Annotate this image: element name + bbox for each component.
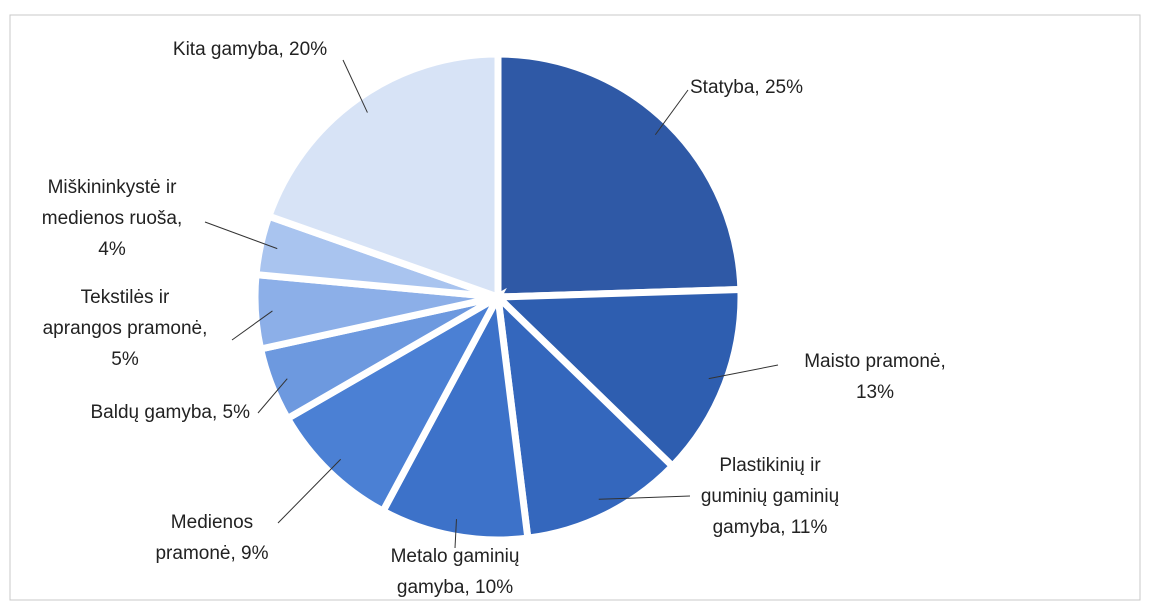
data-label: Miškininkystė ir: [48, 177, 177, 198]
data-label: Baldų gamyba, 5%: [91, 402, 251, 423]
data-label: Maisto pramonė,: [804, 351, 946, 372]
leader-line: [257, 378, 288, 414]
leader-line: [454, 519, 457, 549]
data-label: 5%: [111, 349, 139, 370]
data-label: Medienos: [171, 512, 253, 533]
data-label: gamyba, 11%: [713, 517, 828, 538]
pie-slice: [489, 285, 745, 472]
pie-slice: [494, 50, 745, 301]
data-label: 13%: [856, 382, 894, 403]
pie-slice: [493, 287, 678, 543]
leader-line: [708, 364, 779, 380]
data-label: Plastikinių ir: [719, 455, 821, 476]
data-label: 4%: [98, 239, 126, 260]
data-label: Statyba, 25%: [690, 77, 803, 98]
leader-line: [654, 89, 689, 136]
chart-frame: [9, 14, 1141, 601]
data-label: Tekstilės ir: [81, 287, 170, 308]
data-label: guminių gaminių: [701, 486, 839, 507]
data-label: medienos ruoša,: [42, 208, 182, 229]
leader-line: [342, 59, 368, 113]
data-label: aprangos pramonė,: [43, 318, 208, 339]
data-label: Metalo gaminių: [391, 546, 520, 567]
data-label: gamyba, 10%: [397, 577, 513, 598]
leader-line: [598, 495, 691, 500]
leader-line: [204, 221, 278, 250]
pie-slice: [378, 285, 532, 544]
leader-line: [231, 310, 273, 341]
pie-slice: [264, 50, 502, 302]
data-label: Kita gamyba, 20%: [173, 39, 327, 60]
leader-line: [277, 458, 342, 524]
data-label: pramonė, 9%: [155, 543, 268, 564]
